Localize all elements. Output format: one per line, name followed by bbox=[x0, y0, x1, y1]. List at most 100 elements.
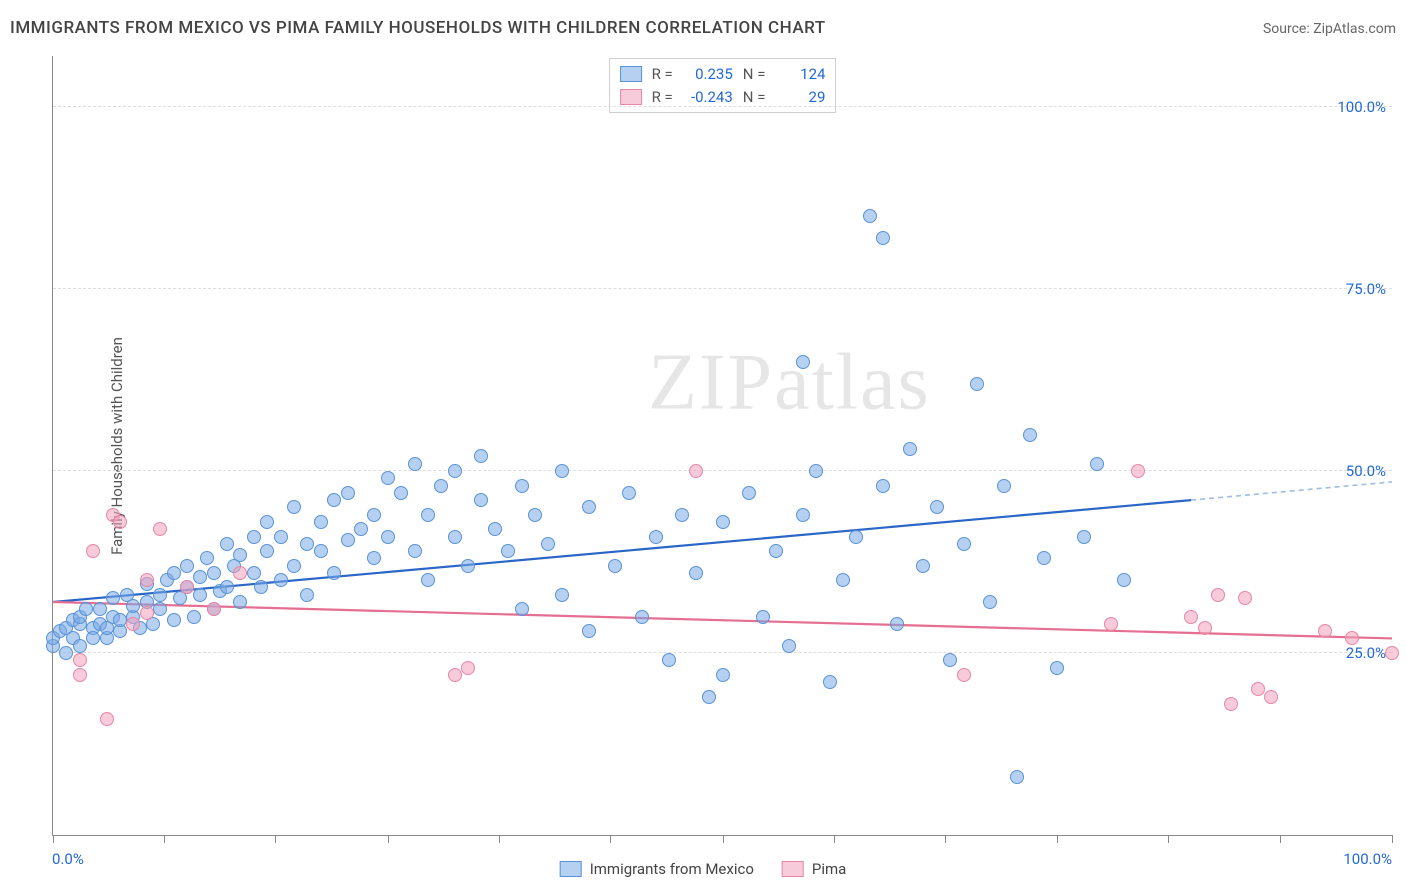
scatter-point bbox=[314, 515, 328, 529]
scatter-point bbox=[622, 486, 636, 500]
x-tick bbox=[164, 835, 165, 843]
scatter-point bbox=[193, 570, 207, 584]
scatter-point bbox=[1318, 624, 1332, 638]
scatter-point bbox=[341, 486, 355, 500]
source-label: Source: ZipAtlas.com bbox=[1263, 21, 1396, 37]
scatter-point bbox=[381, 471, 395, 485]
gridline bbox=[53, 106, 1392, 107]
stats-row-pink: R = -0.243 N = 29 bbox=[620, 86, 826, 109]
scatter-point bbox=[187, 610, 201, 624]
scatter-point bbox=[890, 617, 904, 631]
scatter-point bbox=[608, 559, 622, 573]
scatter-point bbox=[233, 548, 247, 562]
scatter-point bbox=[233, 566, 247, 580]
scatter-point bbox=[448, 530, 462, 544]
scatter-point bbox=[274, 573, 288, 587]
scatter-point bbox=[153, 522, 167, 536]
scatter-point bbox=[180, 580, 194, 594]
x-tick bbox=[1392, 835, 1393, 843]
scatter-point bbox=[86, 631, 100, 645]
scatter-point bbox=[220, 537, 234, 551]
scatter-point bbox=[408, 544, 422, 558]
scatter-point bbox=[742, 486, 756, 500]
x-tick bbox=[723, 835, 724, 843]
scatter-point bbox=[100, 712, 114, 726]
scatter-point bbox=[823, 675, 837, 689]
scatter-point bbox=[207, 602, 221, 616]
scatter-point bbox=[167, 566, 181, 580]
scatter-point bbox=[167, 613, 181, 627]
stat-n-label: N = bbox=[743, 63, 766, 86]
y-tick-label: 100.0% bbox=[1337, 98, 1386, 116]
scatter-point bbox=[555, 464, 569, 478]
scatter-point bbox=[1037, 551, 1051, 565]
scatter-point bbox=[769, 544, 783, 558]
scatter-point bbox=[341, 533, 355, 547]
scatter-point bbox=[1211, 588, 1225, 602]
scatter-point bbox=[193, 588, 207, 602]
scatter-point bbox=[254, 580, 268, 594]
stat-n-value-blue: 124 bbox=[775, 63, 825, 86]
scatter-point bbox=[421, 573, 435, 587]
scatter-point bbox=[461, 661, 475, 675]
trend-line-dashed bbox=[1191, 482, 1392, 500]
scatter-point bbox=[916, 559, 930, 573]
scatter-point bbox=[796, 508, 810, 522]
scatter-point bbox=[287, 500, 301, 514]
scatter-point bbox=[233, 595, 247, 609]
scatter-point bbox=[394, 486, 408, 500]
chart-title: IMMIGRANTS FROM MEXICO VS PIMA FAMILY HO… bbox=[10, 18, 826, 38]
scatter-point bbox=[662, 653, 676, 667]
scatter-point bbox=[1023, 428, 1037, 442]
scatter-point bbox=[782, 639, 796, 653]
scatter-point bbox=[1264, 690, 1278, 704]
scatter-point bbox=[247, 566, 261, 580]
scatter-point bbox=[1010, 770, 1024, 784]
stats-box: R = 0.235 N = 124 R = -0.243 N = 29 bbox=[609, 58, 837, 113]
scatter-point bbox=[260, 544, 274, 558]
scatter-point bbox=[367, 508, 381, 522]
scatter-point bbox=[421, 508, 435, 522]
scatter-point bbox=[327, 493, 341, 507]
stat-r-value-pink: -0.243 bbox=[683, 86, 733, 109]
swatch-blue-icon bbox=[620, 66, 642, 82]
x-tick bbox=[53, 835, 54, 843]
x-tick bbox=[275, 835, 276, 843]
scatter-point bbox=[689, 464, 703, 478]
scatter-point bbox=[1385, 646, 1399, 660]
gridline bbox=[53, 652, 1392, 653]
scatter-point bbox=[220, 580, 234, 594]
title-bar: IMMIGRANTS FROM MEXICO VS PIMA FAMILY HO… bbox=[10, 18, 1396, 38]
scatter-point bbox=[1224, 697, 1238, 711]
scatter-point bbox=[943, 653, 957, 667]
legend-label-blue: Immigrants from Mexico bbox=[590, 860, 754, 878]
swatch-pink-icon bbox=[782, 861, 804, 877]
scatter-point bbox=[287, 559, 301, 573]
legend-item-pink: Pima bbox=[782, 860, 846, 878]
x-tick bbox=[1057, 835, 1058, 843]
y-tick-label: 25.0% bbox=[1346, 644, 1386, 662]
scatter-point bbox=[541, 537, 555, 551]
scatter-point bbox=[73, 668, 87, 682]
scatter-point bbox=[126, 599, 140, 613]
gridline bbox=[53, 288, 1392, 289]
scatter-point bbox=[876, 231, 890, 245]
scatter-point bbox=[354, 522, 368, 536]
scatter-point bbox=[649, 530, 663, 544]
scatter-point bbox=[1104, 617, 1118, 631]
scatter-point bbox=[140, 606, 154, 620]
swatch-blue-icon bbox=[560, 861, 582, 877]
scatter-point bbox=[702, 690, 716, 704]
scatter-point bbox=[461, 559, 475, 573]
scatter-point bbox=[716, 668, 730, 682]
y-tick-label: 75.0% bbox=[1346, 280, 1386, 298]
scatter-point bbox=[314, 544, 328, 558]
scatter-point bbox=[126, 617, 140, 631]
gridline bbox=[53, 470, 1392, 471]
x-tick bbox=[1280, 835, 1281, 843]
x-tick bbox=[945, 835, 946, 843]
scatter-point bbox=[528, 508, 542, 522]
scatter-point bbox=[434, 479, 448, 493]
scatter-point bbox=[207, 566, 221, 580]
legend: Immigrants from Mexico Pima bbox=[560, 860, 847, 878]
